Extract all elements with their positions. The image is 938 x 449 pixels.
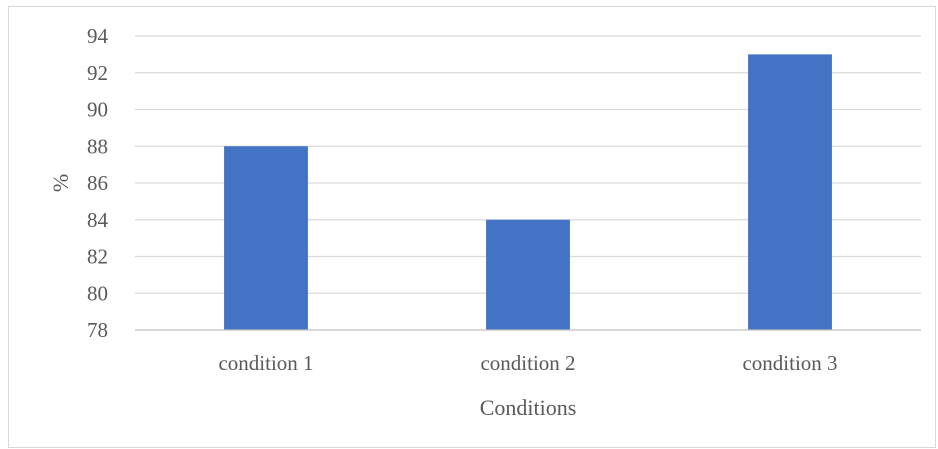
y-tick-label: 92 [87,61,108,85]
bar [748,54,832,330]
x-tick-label: condition 1 [218,351,313,375]
y-tick-label: 94 [87,24,109,48]
y-tick-label: 78 [87,318,108,342]
y-tick-label: 90 [87,98,108,122]
bar [486,219,570,330]
x-axis-ticks: condition 1 condition 2 condition 3 [218,351,837,375]
y-tick-label: 84 [87,208,109,232]
chart-frame: 78 80 82 84 86 88 90 92 94 condition 1 condition … [8,6,936,448]
y-tick-label: 82 [87,245,108,269]
x-tick-label: condition 2 [480,351,575,375]
y-tick-label: 80 [87,281,108,305]
y-axis-ticks: 78 80 82 84 86 88 90 92 94 [87,24,109,342]
x-tick-label: condition 3 [742,351,837,375]
bars [224,54,832,330]
y-tick-label: 86 [87,171,108,195]
y-tick-label: 88 [87,134,108,158]
y-axis-title: % [48,174,73,192]
x-axis-title: Conditions [480,395,577,420]
bar [224,146,308,330]
